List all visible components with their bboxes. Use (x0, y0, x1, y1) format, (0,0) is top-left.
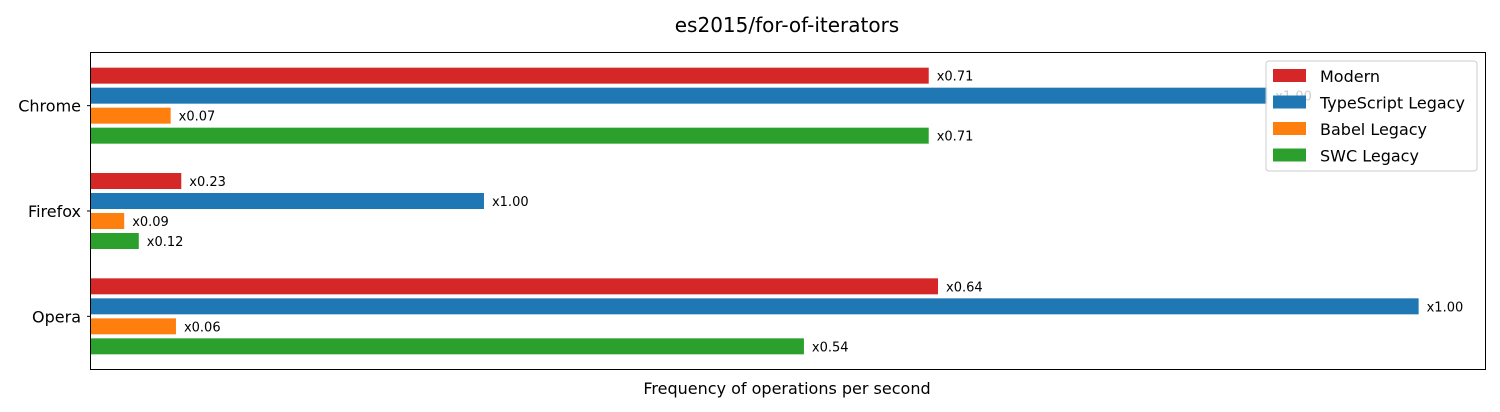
bars-group: x0.71 x1.00 x0.07 x0.71 x0.23 x1.00 x0.09 x0.12… (91, 67, 1464, 355)
bar-firefox-modern (91, 173, 182, 189)
data-label-firefox-typescript-legacy: x1.00 (492, 195, 529, 210)
bar-chrome-swc-legacy (91, 127, 929, 144)
data-label-firefox-swc-legacy: x0.12 (147, 235, 184, 250)
x-axis-label: Frequency of operations per second (643, 379, 930, 398)
data-label-firefox-babel-legacy: x0.09 (132, 215, 169, 230)
legend-swatch-modern (1273, 69, 1306, 82)
y-tick-labels: Chrome Firefox Opera (18, 97, 91, 326)
bar-firefox-typescript-legacy (91, 193, 484, 209)
data-label-opera-modern: x0.64 (946, 280, 983, 295)
data-label-opera-swc-legacy: x0.54 (812, 340, 849, 355)
legend-swatch-babel-legacy (1273, 122, 1306, 135)
legend-label-typescript-legacy: TypeScript Legacy (1319, 94, 1465, 113)
y-tick-label-chrome: Chrome (18, 97, 81, 116)
legend-box (1265, 60, 1478, 172)
legend-swatch-swc-legacy (1273, 148, 1306, 162)
bar-opera-babel-legacy (91, 318, 176, 335)
data-label-opera-babel-legacy: x0.06 (184, 320, 221, 335)
bar-firefox-babel-legacy (91, 213, 125, 229)
bar-chrome-babel-legacy (91, 107, 171, 124)
data-label-chrome-modern: x0.71 (937, 70, 974, 85)
data-label-chrome-swc-legacy: x0.71 (937, 130, 974, 145)
chart-title: es2015/for-of-iterators (675, 13, 899, 37)
bar-opera-typescript-legacy (91, 298, 1419, 315)
bar-opera-swc-legacy (91, 338, 804, 355)
data-label-firefox-modern: x0.23 (189, 175, 226, 190)
bar-opera-modern (91, 278, 939, 295)
bar-chrome-modern (91, 67, 929, 84)
legend-label-swc-legacy: SWC Legacy (1320, 147, 1419, 166)
y-tick-label-firefox: Firefox (28, 202, 81, 221)
legend: Modern TypeScript Legacy Babel Legacy SWC L… (1265, 60, 1478, 172)
bar-firefox-swc-legacy (91, 233, 139, 249)
bar-chrome-typescript-legacy (91, 87, 1268, 104)
legend-label-modern: Modern (1320, 67, 1380, 86)
data-label-opera-typescript-legacy: x1.00 (1427, 300, 1464, 315)
legend-swatch-typescript-legacy (1273, 95, 1306, 109)
y-tick-label-opera: Opera (32, 307, 81, 326)
data-label-chrome-babel-legacy: x0.07 (179, 110, 216, 125)
legend-label-babel-legacy: Babel Legacy (1320, 120, 1427, 139)
